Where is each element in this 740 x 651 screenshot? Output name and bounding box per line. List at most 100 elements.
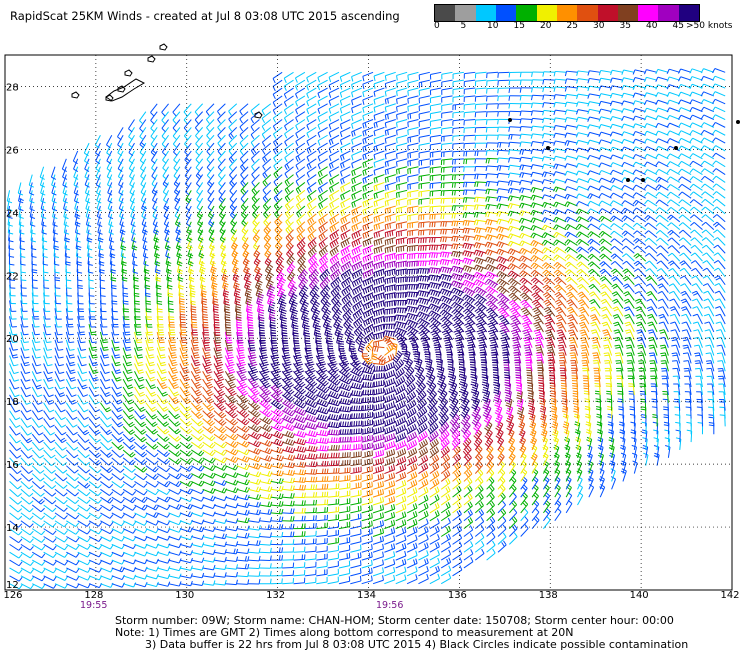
wind-barb <box>100 458 112 465</box>
wind-barb <box>612 284 623 293</box>
wind-barb <box>350 459 361 466</box>
wind-barb <box>130 167 135 180</box>
wind-barb <box>679 223 691 230</box>
wind-barb <box>362 521 373 529</box>
island-outline <box>72 92 79 98</box>
wind-barb <box>191 450 204 456</box>
wind-barb <box>10 537 22 543</box>
wind-barb <box>157 497 170 502</box>
wind-barb <box>305 430 318 436</box>
wind-barb <box>21 489 33 496</box>
wind-barb <box>328 453 340 458</box>
wind-barb <box>451 259 463 265</box>
wind-barb <box>146 403 157 412</box>
wind-barb <box>520 173 532 178</box>
wind-barb <box>112 434 124 442</box>
wind-barb <box>623 276 634 284</box>
wind-barb <box>89 583 102 587</box>
wind-barb <box>385 190 396 198</box>
wind-barb <box>542 248 555 254</box>
wind-barb <box>474 272 487 280</box>
wind-barb <box>429 268 441 274</box>
wind-barb <box>610 224 622 230</box>
wind-barb <box>576 209 589 214</box>
wind-barb <box>55 474 67 481</box>
wind-barb <box>565 102 577 107</box>
wind-barb <box>305 407 318 415</box>
wind-barb <box>610 193 623 198</box>
wind-barb <box>169 574 182 579</box>
wind-barb <box>225 465 238 470</box>
wind-barb <box>180 340 188 351</box>
wind-barb <box>350 529 361 537</box>
wind-barb <box>384 481 394 490</box>
wind-barb <box>678 161 691 166</box>
wind-barb <box>89 544 102 549</box>
wind-barb <box>701 169 714 175</box>
wind-barb <box>464 167 476 172</box>
wind-barb <box>690 192 702 198</box>
wind-barb <box>419 190 430 197</box>
wind-barb <box>644 124 657 128</box>
wind-barb <box>225 402 237 410</box>
wind-barb <box>396 222 407 229</box>
wind-barb <box>237 426 250 432</box>
wind-barb <box>225 480 238 485</box>
wind-barb <box>622 132 635 136</box>
wind-barb <box>112 293 118 304</box>
wind-barb <box>553 210 566 215</box>
wind-barb <box>600 262 612 269</box>
wind-barb <box>203 496 216 501</box>
wind-barb <box>430 143 441 150</box>
wind-barb <box>701 92 714 96</box>
wind-barb <box>418 283 430 289</box>
wind-barb <box>146 340 154 351</box>
wind-barb <box>374 300 384 308</box>
wind-barb <box>644 77 657 82</box>
wind-barb <box>180 504 193 509</box>
wind-barb <box>339 514 350 521</box>
wind-barb <box>542 233 555 238</box>
wind-barb <box>78 584 91 588</box>
wind-barb <box>408 175 419 182</box>
wind-barb <box>44 544 57 550</box>
wind-barb <box>112 497 125 503</box>
lon-tick-label: 126 <box>3 590 22 601</box>
wind-barb <box>339 568 350 575</box>
wind-barb <box>408 238 419 244</box>
wind-barb <box>191 512 204 516</box>
wind-barb <box>123 513 136 518</box>
wind-barb <box>520 278 532 285</box>
wind-barb <box>259 509 271 514</box>
wind-barb <box>656 154 669 159</box>
wind-barb <box>508 226 521 231</box>
wind-barb <box>316 569 327 576</box>
wind-barb <box>665 446 670 458</box>
wind-barb <box>363 261 373 270</box>
wind-barb <box>520 180 532 185</box>
wind-barb <box>316 399 329 407</box>
wind-barb <box>678 123 691 127</box>
wind-barb <box>463 182 475 187</box>
wind-barb <box>100 426 111 434</box>
wind-barb <box>169 543 182 548</box>
wind-barb <box>78 418 89 427</box>
wind-barb <box>408 96 419 104</box>
wind-barb <box>55 576 68 581</box>
wind-barb <box>21 450 32 458</box>
wind-barb <box>627 361 635 372</box>
wind-barb <box>328 569 339 576</box>
wind-barb <box>667 123 680 127</box>
wind-barb <box>237 533 249 538</box>
wind-barb <box>645 208 657 214</box>
wind-barb <box>474 280 487 287</box>
wind-barb <box>464 120 475 126</box>
wind-barb <box>442 143 453 149</box>
wind-barb <box>633 116 646 120</box>
wind-barb <box>437 367 444 380</box>
wind-barb <box>589 292 600 301</box>
wind-barb <box>21 434 32 443</box>
wind-barb <box>542 263 554 269</box>
wind-barb <box>578 484 583 497</box>
wind-barb <box>717 353 725 364</box>
